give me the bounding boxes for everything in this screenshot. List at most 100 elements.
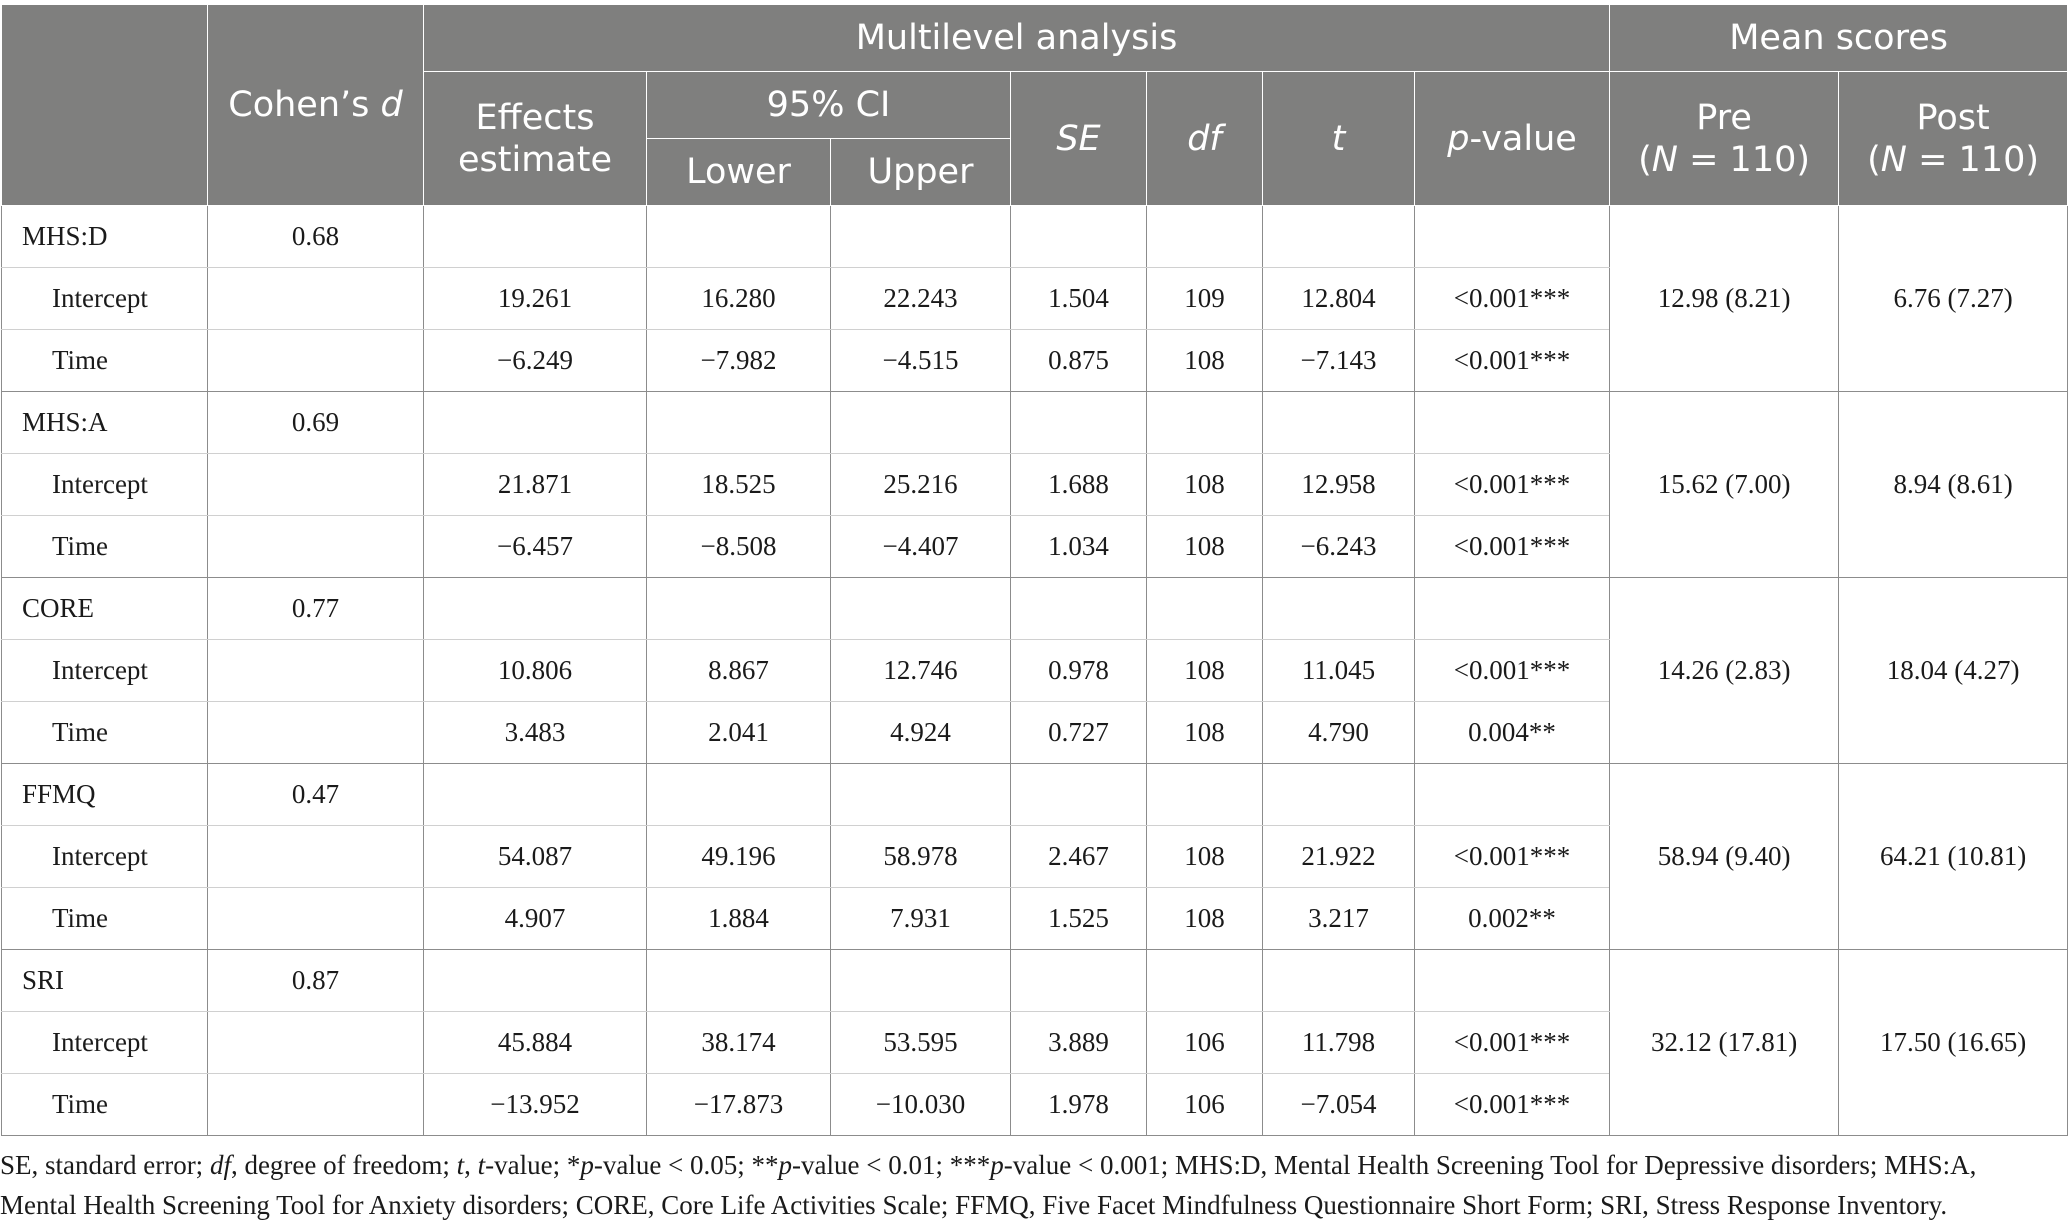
empty-cell [646, 577, 831, 640]
se-cell: 1.978 [1010, 1073, 1147, 1136]
table-body: MHS:D 0.68 12.98 (8.21) 6.76 (7.27) Intercep… [1, 205, 2068, 1136]
t-cell: 12.958 [1262, 453, 1415, 516]
footnote-segment: t [456, 1150, 465, 1180]
empty-cell [1010, 763, 1147, 826]
empty-cell [1413, 763, 1611, 826]
empty-cell [207, 1073, 424, 1136]
empty-cell [1010, 205, 1147, 268]
header-ci-lower: Lower [646, 138, 831, 206]
footnote-segment: p [580, 1150, 594, 1180]
header-pre: Pre (N = 110) [1609, 71, 1840, 206]
empty-cell [423, 763, 647, 826]
p-value-cell: <0.001*** [1413, 639, 1611, 702]
empty-cell [207, 1011, 424, 1074]
header-df: df [1146, 71, 1263, 206]
empty-cell [207, 825, 424, 888]
row-label: Intercept [1, 825, 208, 888]
empty-cell [1262, 577, 1415, 640]
empty-cell [1146, 763, 1263, 826]
footnote-segment: , degree of freedom; [230, 1150, 457, 1180]
row-label: Intercept [1, 453, 208, 516]
ci-lower-cell: 8.867 [646, 639, 831, 702]
empty-cell [207, 887, 424, 950]
cohens-d-cell: 0.47 [207, 763, 424, 826]
effects-estimate-cell: 4.907 [423, 887, 647, 950]
row-label: Time [1, 515, 208, 578]
df-cell: 108 [1146, 639, 1263, 702]
table-row: Intercept 10.806 8.867 12.746 0.978 108 11.045… [1, 639, 2068, 702]
empty-cell [830, 205, 1011, 268]
empty-cell [207, 701, 424, 764]
empty-cell [1262, 763, 1415, 826]
table-row: Intercept 54.087 49.196 58.978 2.467 108 21.92… [1, 825, 2068, 888]
empty-cell [1010, 949, 1147, 1012]
ci-lower-cell: 1.884 [646, 887, 831, 950]
empty-cell [830, 577, 1011, 640]
empty-cell [207, 453, 424, 516]
ci-upper-cell: 12.746 [830, 639, 1011, 702]
se-cell: 2.467 [1010, 825, 1147, 888]
table-row: Time 3.483 2.041 4.924 0.727 108 4.790 0.004** [1, 701, 2068, 764]
table-row-group: FFMQ 0.47 58.94 (9.40) 64.21 (10.81) [1, 763, 2068, 950]
p-value-cell: 0.004** [1413, 701, 1611, 764]
ci-lower-cell: −17.873 [646, 1073, 831, 1136]
t-cell: 3.217 [1262, 887, 1415, 950]
p-value-cell: <0.001*** [1413, 453, 1611, 516]
p-value-cell: <0.001*** [1413, 267, 1611, 330]
empty-cell [1262, 949, 1415, 1012]
footnote-segment: p [990, 1150, 1004, 1180]
empty-cell [207, 267, 424, 330]
effects-estimate-cell: 3.483 [423, 701, 647, 764]
footnote-segment: -value < 0.05; ** [593, 1150, 779, 1180]
p-value-cell: <0.001*** [1413, 515, 1611, 578]
table-row-group: SRI 0.87 32.12 (17.81) 17.50 (16.65) [1, 949, 2068, 1136]
se-cell: 1.688 [1010, 453, 1147, 516]
table-row: Intercept 21.871 18.525 25.216 1.688 108 12.95… [1, 453, 2068, 516]
t-cell: 4.790 [1262, 701, 1415, 764]
effects-estimate-cell: 19.261 [423, 267, 647, 330]
post-mean-cell: 18.04 (4.27) [1838, 577, 2068, 764]
empty-cell [830, 763, 1011, 826]
table-row-group: MHS:A 0.69 15.62 (7.00) 8.94 (8.61) [1, 391, 2068, 578]
p-value-cell: <0.001*** [1413, 825, 1611, 888]
cohens-d-cell: 0.69 [207, 391, 424, 454]
measure-label: FFMQ [1, 763, 208, 826]
df-cell: 108 [1146, 701, 1263, 764]
df-cell: 106 [1146, 1011, 1263, 1074]
p-value-cell: <0.001*** [1413, 329, 1611, 392]
measure-label: SRI [1, 949, 208, 1012]
empty-cell [1010, 577, 1147, 640]
empty-cell [1146, 205, 1263, 268]
table-header: Cohen’s d Multilevel analysis Mean score… [1, 4, 2068, 206]
ci-lower-cell: 49.196 [646, 825, 831, 888]
cohens-d-cell: 0.68 [207, 205, 424, 268]
measure-label: CORE [1, 577, 208, 640]
results-table-container: Cohen’s d Multilevel analysis Mean score… [0, 4, 2068, 1220]
pre-mean-cell: 15.62 (7.00) [1609, 391, 1840, 578]
effects-estimate-cell: 10.806 [423, 639, 647, 702]
results-table: Cohen’s d Multilevel analysis Mean score… [1, 4, 2068, 1136]
empty-cell [423, 205, 647, 268]
footnote-segment: -value; * [485, 1150, 581, 1180]
table-footnote: SE, standard error; df, degree of freedo… [0, 1145, 2050, 1225]
pre-mean-cell: 58.94 (9.40) [1609, 763, 1840, 950]
table-row: Time −6.457 −8.508 −4.407 1.034 108 −6.243 <0.0… [1, 515, 2068, 578]
empty-cell [1262, 205, 1415, 268]
effects-estimate-cell: 54.087 [423, 825, 647, 888]
empty-cell [423, 577, 647, 640]
empty-cell [1262, 391, 1415, 454]
empty-cell [1146, 577, 1263, 640]
p-value-cell: 0.002** [1413, 887, 1611, 950]
footnote-segment: -value < 0.001; MHS:D, Mental Health Scr… [0, 1150, 1977, 1220]
df-cell: 109 [1146, 267, 1263, 330]
ci-lower-cell: 16.280 [646, 267, 831, 330]
header-mean-scores: Mean scores [1609, 4, 2068, 72]
footnote-segment: , [464, 1150, 478, 1180]
effects-estimate-cell: −6.457 [423, 515, 647, 578]
ci-lower-cell: 2.041 [646, 701, 831, 764]
ci-upper-cell: 7.931 [830, 887, 1011, 950]
header-95-ci: 95% CI [646, 71, 1011, 139]
t-cell: 11.045 [1262, 639, 1415, 702]
empty-cell [830, 391, 1011, 454]
t-cell: 12.804 [1262, 267, 1415, 330]
